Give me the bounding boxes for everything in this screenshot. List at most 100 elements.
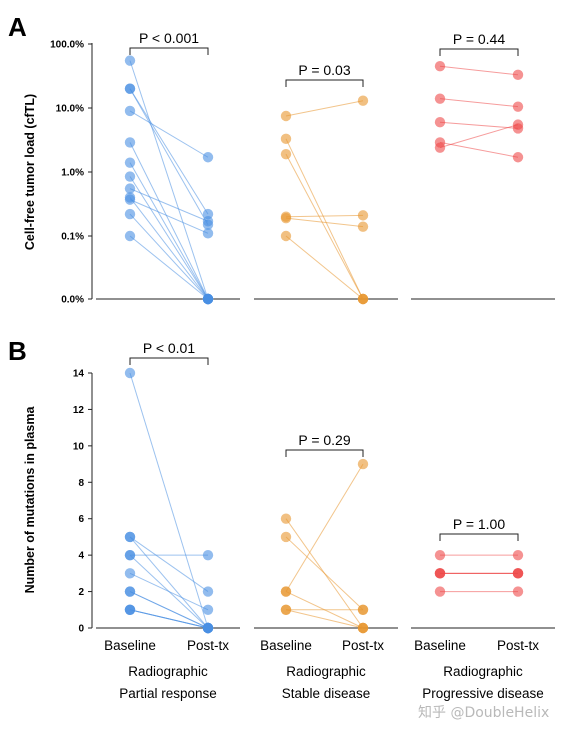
panel-b-baseline-point (434, 568, 446, 579)
panel-b-pvalue-label: P = 1.00 (453, 516, 506, 532)
panel-b-letter: B (8, 336, 27, 366)
group-label-line2: Progressive disease (422, 686, 544, 701)
panel-a-baseline-point (124, 208, 136, 220)
panel-b-posttx-point (202, 586, 214, 597)
panel-a-posttx-point (512, 69, 524, 81)
panel-a-baseline-point (124, 171, 136, 182)
panel-a-baseline-point (280, 110, 292, 122)
panel-b-pair-line (129, 536, 209, 629)
panel-b-pair-line (129, 372, 209, 629)
group-label-line2: Partial response (119, 686, 217, 701)
panel-a-pair-line (129, 142, 209, 300)
panel-b-plot: P < 0.01 P = 0.29 P = 1.00 (124, 340, 524, 634)
panel-b-baseline-point (434, 549, 446, 561)
panel-a-tick-label: 1.0% (61, 168, 84, 179)
group-label-line1: Radiographic (286, 664, 366, 679)
panel-a-pvalue-bracket (285, 79, 364, 87)
x-axis-labels: Baseline Post-tx Radiographic Partial respo… (104, 638, 544, 701)
panel-a-baseline-point (124, 230, 136, 242)
panel-a-posttx-point (357, 210, 369, 221)
panel-b-tick-label: 6 (78, 514, 84, 525)
panel-a-pair-line (129, 60, 209, 300)
panel-b-baseline-point (124, 531, 136, 543)
panel-a-pair-line (129, 88, 209, 225)
panel-a-pair-line (129, 213, 209, 300)
panel-b-pair-line (129, 609, 209, 629)
panel-a-tick-label: 100.0% (50, 40, 84, 51)
panel-a-baseline-point (124, 194, 136, 205)
panel-a-pair-line (285, 100, 364, 117)
panel-a-baseline-point (280, 148, 292, 160)
panel-a-baseline-point (280, 133, 292, 145)
panel-b-tick-label: 14 (73, 369, 85, 380)
panel-a-posttx-point (357, 221, 369, 232)
posttx-label: Post-tx (187, 638, 229, 653)
panel-a-baseline-point (124, 83, 136, 94)
panel-a-pair-line (439, 65, 519, 76)
panel-b-posttx-point (202, 622, 214, 634)
panel-a-ylabel: Cell-free tumor load (cfTL) (23, 94, 37, 250)
panel-b-tick-label: 12 (73, 405, 85, 416)
panel-a-posttx-point (512, 101, 524, 112)
panel-a-posttx-point (512, 119, 524, 130)
panel-a-pvalue-bracket (439, 48, 519, 56)
panel-b-tick-label: 0 (78, 624, 84, 635)
posttx-label: Post-tx (342, 638, 384, 653)
panel-b-pvalue-bracket (439, 533, 519, 541)
panel-a-baseline-point (434, 142, 446, 153)
panel-a-pair-line (439, 121, 519, 129)
panel-b-baseline-point (280, 586, 292, 597)
panel-b-tick-label: 10 (73, 441, 85, 452)
panel-a-posttx-point (357, 293, 369, 305)
panel-a-pvalue-label: P = 0.03 (298, 62, 351, 78)
panel-a-posttx-point (202, 228, 214, 239)
panel-a-baseline-point (124, 55, 136, 66)
panel-b-pvalue-label: P < 0.01 (143, 340, 196, 356)
panel-b-pair-line (129, 536, 209, 592)
panel-a-pair-line (129, 235, 209, 300)
panel-b-ticks: 0 2 4 6 8 10 12 14 (73, 369, 92, 635)
panel-b-tick-label: 8 (78, 478, 84, 489)
panel-a-pvalue-bracket (129, 47, 209, 55)
panel-a-ticks: 0.0% 0.1% 1.0% 10.0% 100.0% (50, 40, 92, 306)
watermark: 知乎 @DoubleHelix (418, 704, 549, 721)
panel-a-pair-line (285, 138, 364, 300)
panel-a-pair-line (285, 153, 364, 300)
panel-b-posttx-point (512, 568, 524, 579)
panel-a-pair-line (285, 235, 364, 300)
panel-a-tick-label: 0.1% (61, 232, 84, 243)
panel-a-baseline-point (124, 137, 136, 148)
baseline-label: Baseline (260, 638, 312, 653)
panel-b-baseline-point (124, 568, 136, 579)
panel-a-baseline-point (280, 230, 292, 242)
panel-b-tick-label: 4 (78, 551, 84, 562)
panel-a-baseline-point (124, 105, 136, 117)
panel-b-posttx-point (512, 549, 524, 561)
panel-a-pair-line (129, 88, 209, 215)
panel-b-baseline-point (434, 586, 446, 597)
panel-b-pvalue-bracket (285, 449, 364, 457)
panel-b-baseline-point (280, 513, 292, 524)
panel-b-posttx-point (357, 622, 369, 634)
panel-a-letter: A (8, 12, 27, 42)
panel-a-tick-label: 0.0% (61, 295, 84, 306)
panel-a-plot: P < 0.001 P = 0.03 P = 0.44 (124, 30, 524, 305)
panel-a-pair-line (439, 98, 519, 108)
panel-a-pvalue-label: P = 0.44 (453, 31, 506, 47)
panel-a-pair-line (129, 162, 209, 300)
panel-b-baseline-point (124, 604, 136, 615)
panel-b-posttx-point (512, 586, 524, 597)
baseline-label: Baseline (104, 638, 156, 653)
panel-a-baseline-point (124, 183, 136, 194)
panel-a-pair-line (129, 199, 209, 234)
group-label-line1: Radiographic (443, 664, 523, 679)
panel-a-posttx-point (202, 152, 214, 163)
panel-a-posttx-point (202, 208, 214, 220)
posttx-label: Post-tx (497, 638, 539, 653)
panel-a-baseline-point (434, 116, 446, 128)
panel-b-pair-line (129, 591, 209, 629)
panel-b-baseline-point (124, 586, 136, 597)
group-label-line1: Radiographic (128, 664, 208, 679)
panel-a-posttx-point (202, 216, 214, 227)
